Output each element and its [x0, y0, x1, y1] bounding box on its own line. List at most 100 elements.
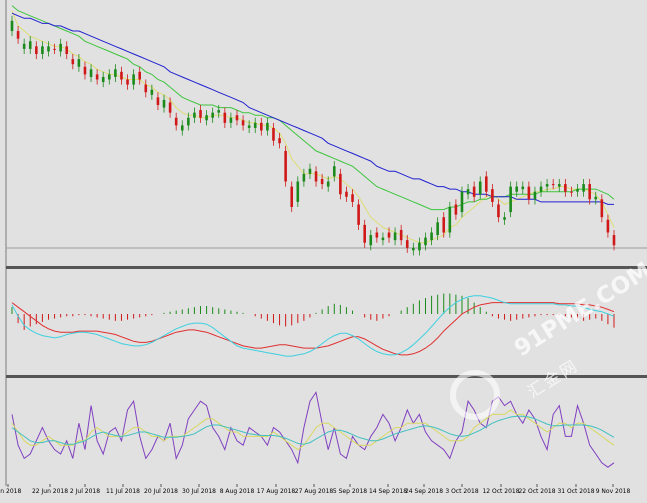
candle-body	[101, 76, 105, 83]
moving-average-line	[11, 12, 614, 205]
candle-body	[497, 204, 500, 218]
candle-body	[405, 240, 409, 248]
candle-body	[223, 112, 227, 123]
candle-body	[235, 115, 239, 121]
x-axis-tick-label: 14 Sep 2018	[369, 488, 407, 495]
candle-body	[47, 46, 50, 52]
candle-body	[399, 229, 403, 241]
moving-average-line	[11, 10, 615, 244]
candle-body	[588, 184, 591, 200]
candle-body	[551, 184, 555, 186]
candle-body	[180, 125, 184, 131]
candle-body	[430, 232, 433, 241]
x-axis-tick-label: 2 Jul 2018	[70, 488, 100, 495]
candle-body	[144, 84, 148, 93]
candle-body	[442, 217, 446, 233]
candle-body	[564, 184, 567, 192]
stochastic-line	[11, 409, 615, 451]
x-axis-tick-label: 9 Nov 2018	[596, 488, 631, 495]
candle-body	[387, 232, 391, 238]
candle-body	[412, 247, 415, 251]
candle-body	[503, 217, 506, 220]
candle-body	[253, 122, 257, 128]
candle-body	[35, 46, 38, 54]
macd-line	[11, 302, 615, 356]
candle-body	[10, 20, 14, 32]
candle-body	[290, 186, 294, 207]
candle-body	[260, 122, 263, 131]
candle-body	[120, 71, 123, 80]
candle-body	[454, 204, 458, 215]
candle-body	[95, 74, 99, 80]
candle-body	[89, 69, 93, 77]
candle-body	[545, 184, 549, 187]
candle-body	[381, 237, 385, 241]
candle-body	[162, 99, 166, 108]
candle-body	[114, 69, 117, 77]
candle-body	[217, 110, 221, 113]
candle-body	[521, 186, 525, 190]
candle-body	[375, 232, 379, 238]
candle-body	[485, 176, 488, 192]
candle-body	[533, 191, 537, 200]
candle-body	[205, 115, 208, 121]
candle-body	[211, 112, 214, 118]
candle-body	[229, 117, 233, 123]
stochastic-line	[11, 415, 615, 445]
candle-body	[302, 173, 306, 182]
x-axis-tick-label: 24 Sep 2018	[405, 488, 443, 495]
candle-body	[582, 184, 585, 192]
candle-body	[308, 168, 312, 174]
candle-body	[576, 189, 579, 192]
x-axis-tick-label: 3 Oct 2018	[445, 488, 478, 495]
x-axis-tick-label: 31 Oct 2018	[557, 488, 594, 495]
panel-divider	[6, 266, 647, 269]
candle-body	[174, 117, 178, 126]
candle-body	[168, 102, 172, 113]
candle-body	[187, 117, 190, 126]
candle-body	[266, 122, 269, 131]
candle-body	[326, 181, 330, 187]
candle-body	[509, 186, 512, 213]
candle-body	[606, 219, 610, 233]
candle-body	[77, 59, 81, 67]
candle-body	[138, 71, 141, 80]
candle-body	[491, 189, 494, 202]
candle-body	[369, 235, 373, 246]
x-axis-tick-label: 17 Aug 2018	[257, 488, 296, 495]
candle-body	[272, 127, 275, 141]
candle-body	[284, 150, 287, 182]
candle-body	[393, 232, 397, 241]
candle-body	[539, 186, 543, 192]
candle-body	[600, 199, 604, 218]
candle-body	[466, 189, 470, 195]
candle-body	[247, 125, 251, 128]
x-axis-tick-label: 8 Aug 2018	[220, 488, 255, 495]
x-axis-tick-label: 5 Sep 2018	[333, 488, 367, 495]
macd-line	[11, 295, 615, 357]
candle-body	[199, 110, 202, 118]
candle-body	[357, 204, 360, 225]
candle-body	[126, 79, 129, 85]
candle-body	[418, 242, 421, 251]
candle-body	[570, 191, 573, 193]
x-axis-tick-label: 27 Aug 2018	[295, 488, 334, 495]
candle-body	[332, 166, 336, 177]
candle-body	[150, 89, 154, 95]
candle-body	[320, 178, 324, 185]
candle-body	[193, 112, 196, 118]
candle-body	[594, 196, 598, 200]
candle-body	[448, 207, 452, 233]
candle-body	[345, 191, 348, 197]
candle-body	[527, 186, 531, 200]
candle-body	[59, 43, 62, 52]
candle-body	[16, 31, 20, 39]
candle-body	[241, 120, 245, 126]
moving-average-line	[11, 5, 615, 211]
stochastic-line	[11, 391, 615, 468]
candle-body	[557, 184, 561, 187]
candle-body	[424, 237, 427, 246]
candle-body	[22, 43, 26, 49]
candle-body	[132, 74, 135, 85]
